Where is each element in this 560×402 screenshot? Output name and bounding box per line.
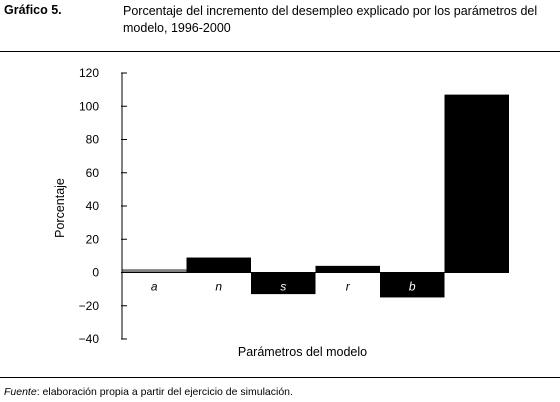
category-label-a: a <box>151 280 158 294</box>
y-tick-label--20: −20 <box>79 299 100 313</box>
bar-r <box>315 265 380 273</box>
y-tick-label--40: −40 <box>79 332 100 346</box>
category-label-b: b <box>409 280 416 294</box>
y-axis-title: Porcentaje <box>53 178 67 238</box>
top-rule <box>0 51 560 52</box>
figure-title: Porcentaje del incremento del desempleo … <box>123 4 538 35</box>
bottom-rule <box>0 377 560 378</box>
bar-n <box>186 257 251 273</box>
category-label-r: r <box>346 280 351 294</box>
y-tick-label-0: 0 <box>92 266 99 280</box>
bar-s <box>251 272 316 295</box>
y-tick-label-80: 80 <box>86 133 100 147</box>
source-lead: Fuente <box>4 386 37 398</box>
y-tick-label-20: 20 <box>86 232 100 246</box>
bar-b <box>380 272 445 298</box>
bar-chart: 120 100 80 60 40 20 0 −20 −40 a n s r b m Parámetros de… <box>53 66 509 359</box>
y-tick-label-100: 100 <box>79 99 99 113</box>
bar-a <box>122 269 187 273</box>
category-label-n: n <box>215 280 222 294</box>
y-tick-label-40: 40 <box>86 199 100 213</box>
source-note: Fuente: elaboración propia a partir del … <box>4 386 293 398</box>
bar-m <box>444 94 509 273</box>
y-tick-label-120: 120 <box>79 66 99 80</box>
figure-label: Gráfico 5. <box>4 3 62 17</box>
x-axis-title: Parámetros del modelo <box>238 345 367 359</box>
source-text: : elaboración propia a partir del ejerci… <box>36 386 293 398</box>
category-label-m: m <box>472 280 482 294</box>
y-tick-label-60: 60 <box>86 166 100 180</box>
category-label-s: s <box>280 280 286 294</box>
